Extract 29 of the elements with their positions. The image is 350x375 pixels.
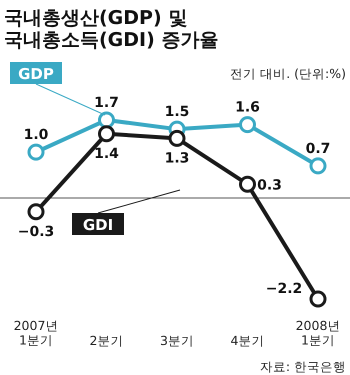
point — [239, 176, 256, 193]
point — [98, 125, 115, 142]
data-label: 1.4 — [94, 146, 120, 162]
x-tick-label: 3분기 — [160, 333, 194, 348]
data-label: 1.7 — [94, 95, 119, 111]
data-label: 0.7 — [306, 140, 330, 157]
text: 자료: 한국은행 — [260, 359, 346, 374]
x-tick-label: 2008년 1분기 — [296, 318, 340, 348]
data-label: 1.5 — [164, 104, 190, 120]
data-label: 1.3 — [164, 150, 190, 166]
point — [28, 144, 44, 161]
point — [310, 290, 326, 308]
chart-title: 국내총생산(GDP) 및 국내총소득(GDI) 증가율 — [4, 7, 218, 51]
point — [28, 203, 44, 220]
data-label: 1.0 — [24, 127, 49, 144]
x-tick-label: 2분기 — [90, 333, 124, 348]
data-label: −2.2 — [266, 281, 302, 297]
data-label: 0.3 — [257, 177, 282, 194]
text: GDP — [18, 65, 54, 83]
text: GDI — [82, 216, 114, 234]
point — [168, 130, 186, 147]
x-tick-label: 4분기 — [230, 333, 264, 348]
data-label: 1.6 — [235, 100, 260, 116]
point — [310, 157, 326, 174]
point — [239, 116, 256, 134]
point — [98, 112, 115, 128]
x-tick-label: 2007년 1분기 — [14, 318, 58, 348]
chart-subtitle: 전기 대비. (단위:%) — [230, 66, 346, 81]
data-label: −0.3 — [18, 224, 54, 240]
